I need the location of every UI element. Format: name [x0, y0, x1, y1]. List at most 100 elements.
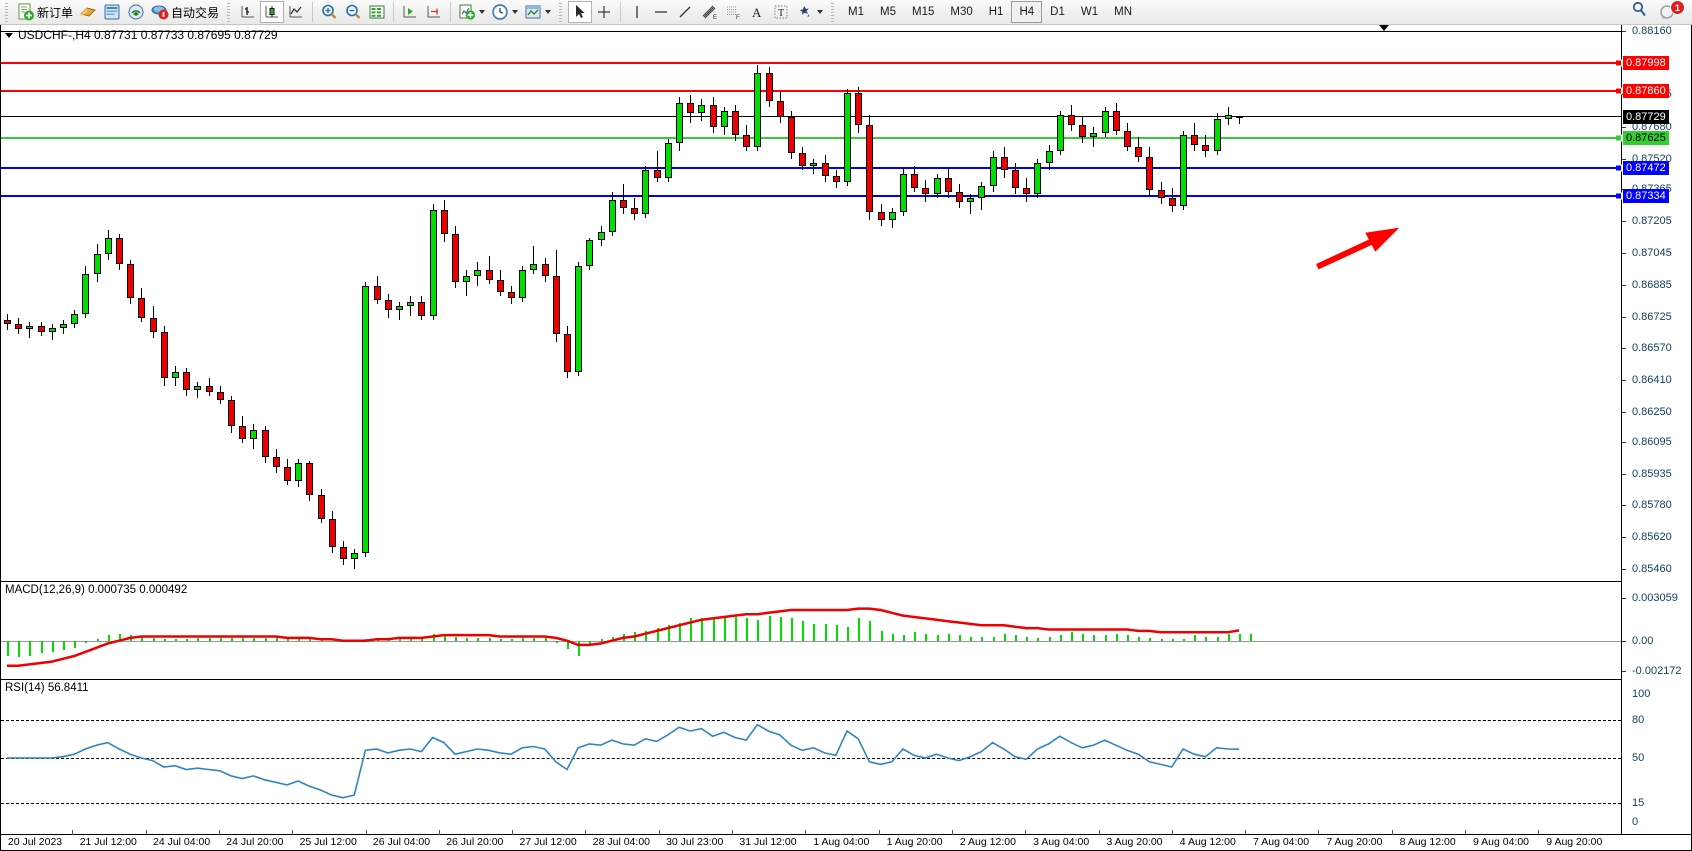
price-pane[interactable] [1, 25, 1621, 581]
toolbar-grip-2[interactable] [225, 2, 234, 22]
candle-body [698, 104, 705, 113]
price-level-line[interactable] [1, 167, 1621, 170]
equidistant-channel-icon[interactable]: E [697, 1, 721, 23]
period-dropdown-caret[interactable] [512, 10, 519, 14]
price-level-tag[interactable]: 0.87625 [1623, 130, 1669, 145]
candlestick-chart-icon[interactable] [260, 1, 285, 23]
autotrading-icon[interactable]: 自动交易 [148, 1, 222, 23]
alerts-bell-icon[interactable]: 1 [1658, 0, 1685, 22]
toolbar-grip[interactable] [3, 2, 11, 22]
timeframe-d1[interactable]: D1 [1050, 6, 1065, 18]
symbol-dropdown-caret[interactable] [5, 32, 13, 38]
shapes-icon[interactable] [793, 1, 826, 23]
macd-histogram-bar [1205, 636, 1207, 641]
templates-icon[interactable] [521, 1, 554, 23]
macd-histogram-bar [309, 639, 311, 641]
zoom-out-icon[interactable] [341, 1, 365, 23]
price-level-tag[interactable]: 0.87860 [1623, 83, 1669, 98]
price-level-tag[interactable]: 0.87998 [1623, 56, 1669, 71]
macd-histogram-bar [791, 618, 793, 641]
candle-body [362, 286, 369, 554]
horizontal-line-icon[interactable] [649, 1, 673, 23]
macd-histogram-bar [1172, 639, 1174, 641]
timeframe-m1[interactable]: M1 [848, 6, 865, 18]
candle-body [273, 457, 280, 468]
timeframe-m15[interactable]: M15 [912, 6, 935, 18]
candle-body [922, 188, 929, 195]
timeframe-h1[interactable]: H1 [988, 6, 1004, 18]
macd-pane[interactable] [1, 582, 1621, 679]
candle-body [564, 333, 571, 372]
trendline-icon[interactable] [673, 1, 697, 23]
price-level-line[interactable] [1, 62, 1621, 65]
indicators-dropdown-caret[interactable] [479, 10, 486, 14]
macd-histogram-bar [7, 640, 9, 657]
cursor-icon[interactable] [568, 1, 593, 23]
templates-dropdown-caret[interactable] [545, 10, 552, 14]
period-icon[interactable] [488, 1, 521, 23]
macd-histogram-bar [892, 633, 894, 641]
candle-body [1068, 114, 1075, 125]
rsi-line [7, 723, 1240, 799]
data-window-icon[interactable] [100, 1, 124, 23]
candle-body [407, 301, 414, 306]
candle-body [1202, 144, 1209, 151]
candle-wick [657, 150, 658, 183]
shapes-dropdown-caret[interactable] [817, 10, 824, 14]
time-axis-tick [1465, 830, 1466, 835]
candle-body [586, 240, 593, 267]
price-level-line[interactable] [1, 115, 1621, 117]
symbol-header[interactable]: USDCHF-,H4 0.87731 0.87733 0.87695 0.877… [5, 28, 278, 42]
auto-scroll-icon[interactable] [398, 1, 422, 23]
timeframe-h4[interactable]: H4 [1011, 1, 1043, 23]
candle-body [396, 305, 403, 310]
time-axis-label: 20 Jul 2023 [7, 836, 63, 848]
indicators-icon[interactable] [455, 1, 488, 23]
text-icon[interactable]: A [745, 1, 769, 23]
svg-text:F: F [736, 15, 740, 21]
text-label-icon[interactable]: T [769, 1, 793, 23]
price-level-tag[interactable]: 0.87334 [1623, 188, 1669, 203]
timeframe-mn[interactable]: MN [1114, 6, 1132, 18]
price-level-line[interactable] [1, 89, 1621, 92]
macd-histogram-bar [119, 633, 121, 641]
price-level-line[interactable] [1, 194, 1621, 197]
timeframe-w1[interactable]: W1 [1080, 6, 1099, 18]
time-axis-label: 28 Jul 04:00 [592, 836, 650, 848]
chart-shift-end-icon[interactable] [422, 1, 446, 23]
fibonacci-retracement-icon[interactable]: F [721, 1, 745, 23]
expert-advisors-icon[interactable] [76, 1, 100, 23]
candle-body [1023, 188, 1030, 195]
candle-body [934, 178, 941, 195]
time-axis[interactable]: 20 Jul 2023 21 Jul 12:00 24 Jul 04:00 24 Ju… [1, 830, 1691, 850]
crosshair-icon[interactable] [592, 1, 616, 23]
bar-chart-icon[interactable] [236, 1, 260, 23]
price-level-tag[interactable]: 0.87729 [1623, 109, 1669, 124]
macd-histogram-bar [937, 635, 939, 641]
macd-signal-line [7, 607, 1240, 668]
toolbar-grip-4[interactable] [829, 2, 838, 22]
candle-body [620, 200, 627, 209]
timeframe-m5[interactable]: M5 [880, 6, 896, 18]
price-level-line[interactable] [1, 136, 1621, 139]
chart-shift-icon[interactable] [365, 1, 389, 23]
zoom-in-icon[interactable] [317, 1, 341, 23]
macd-histogram-bar [780, 616, 782, 641]
plot-area[interactable]: USDCHF-,H4 0.87731 0.87733 0.87695 0.877… [1, 25, 1621, 850]
candle-body [676, 102, 683, 143]
new-order-icon[interactable]: 新订单 [14, 1, 76, 23]
toolbar-grip-3[interactable] [557, 2, 566, 22]
price-tick-mark [1622, 537, 1626, 539]
vertical-line-icon[interactable] [625, 1, 649, 23]
navigator-icon[interactable] [124, 1, 148, 23]
rsi-pane[interactable] [1, 680, 1621, 834]
macd-histogram-bar [679, 622, 681, 641]
timeframe-m30[interactable]: M30 [950, 6, 973, 18]
price-axis[interactable]: 0.88160 0.87205 0.87045 0.86885 0.86725 0.865… [1615, 25, 1691, 835]
search-icon[interactable] [1630, 0, 1650, 25]
line-chart-icon[interactable] [284, 1, 308, 23]
macd-histogram-bar [701, 618, 703, 641]
chart-window[interactable]: 0.88160 0.87205 0.87045 0.86885 0.86725 0.865… [0, 25, 1692, 851]
candle-wick [489, 256, 490, 285]
price-level-tag[interactable]: 0.87472 [1623, 161, 1669, 176]
